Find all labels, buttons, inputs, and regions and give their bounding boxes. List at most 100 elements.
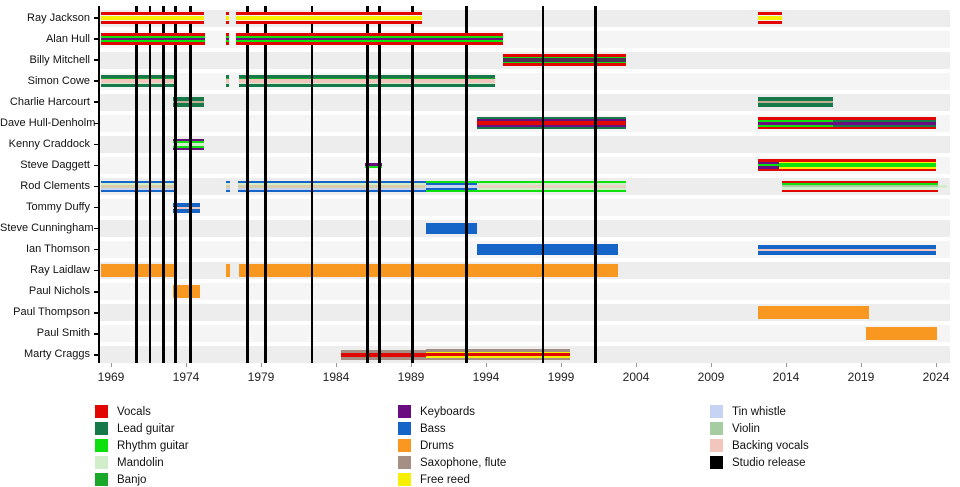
instrument-stripe-pale_line <box>225 20 229 22</box>
instrument-stripe-drums <box>757 306 869 320</box>
row-axis-tick <box>94 122 99 125</box>
x-tick-label: 1979 <box>247 370 275 384</box>
timeline-bar-segment <box>757 159 780 172</box>
legend-label: Studio release <box>732 456 806 469</box>
instrument-stripe-tin_whistle <box>426 185 477 188</box>
x-axis-tick <box>185 363 187 367</box>
instrument-stripe-rhythm_guitar <box>477 189 626 193</box>
instrument-stripe-mandolin <box>938 184 947 188</box>
legend-item-studio_release: Studio release <box>710 456 806 469</box>
legend-swatch-keyboards <box>398 405 411 418</box>
instrument-stripe-vocals <box>757 126 834 130</box>
instrument-stripe-tin_whistle <box>237 187 426 190</box>
timeline-bar-segment <box>426 180 477 193</box>
instrument-stripe-vocals <box>236 32 503 36</box>
row-band <box>99 325 950 343</box>
timeline-bar-segment <box>225 32 229 46</box>
instrument-stripe-vocals <box>781 189 939 193</box>
row-label: Alan Hull <box>45 32 90 45</box>
instrument-stripe-keyboards <box>172 147 204 151</box>
timeline-bar-segment <box>100 11 204 25</box>
instrument-stripe-rhythm_guitar <box>225 35 229 38</box>
x-axis-tick <box>785 363 787 367</box>
timeline-bar-segment <box>938 184 947 188</box>
instrument-stripe-bass <box>225 180 230 184</box>
instrument-stripe-pale_line <box>236 20 422 22</box>
instrument-stripe-rhythm_guitar <box>100 35 205 38</box>
timeline-bar-segment <box>225 264 230 278</box>
instrument-stripe-rhythm_guitar <box>757 124 834 127</box>
instrument-stripe-vocals <box>757 117 834 120</box>
instrument-stripe-bass <box>172 202 200 207</box>
legend-label: Lead guitar <box>117 422 175 435</box>
instrument-stripe-khaki <box>237 185 426 188</box>
instrument-stripe-vocals <box>757 21 783 25</box>
instrument-stripe-keyboards <box>100 37 205 41</box>
instrument-stripe-mandolin <box>477 183 626 185</box>
instrument-stripe-keyboards <box>477 125 626 128</box>
instrument-stripe-rhythm_guitar <box>172 141 204 144</box>
row-label: Rod Clements <box>20 179 90 192</box>
instrument-stripe-rhythm_guitar <box>502 56 626 59</box>
legend-label: Keyboards <box>420 405 475 418</box>
studio-release-line <box>378 6 381 363</box>
legend-swatch-tin_whistle <box>710 405 723 418</box>
instrument-stripe-drums <box>225 264 230 278</box>
instrument-stripe-vocals <box>100 11 204 15</box>
legend-label: Free reed <box>420 473 470 486</box>
instrument-stripe-pale_line <box>757 14 783 16</box>
legend-swatch-banjo <box>95 473 108 486</box>
legend-item-violin: Violin <box>710 422 760 435</box>
instrument-stripe-keyboards <box>833 121 936 125</box>
row-axis-tick <box>94 59 99 61</box>
legend-label: Saxophone, flute <box>420 456 507 469</box>
x-axis-tick <box>560 363 562 367</box>
row-label: Marty Craggs <box>23 348 90 361</box>
instrument-stripe-vocals <box>225 21 229 25</box>
row-axis-tick <box>94 101 99 103</box>
instrument-stripe-free_reed <box>779 167 936 169</box>
row-band <box>99 199 950 217</box>
instrument-stripe-vocals <box>779 159 936 162</box>
legend-item-vocals: Vocals <box>95 405 151 418</box>
legend-label: Backing vocals <box>732 439 809 452</box>
x-tick-label: 2024 <box>922 370 950 384</box>
instrument-stripe-keyboards <box>364 162 382 167</box>
timeline-bar-segment <box>779 159 936 172</box>
legend-item-drums: Drums <box>398 439 454 452</box>
instrument-stripe-drums <box>866 327 937 341</box>
instrument-stripe-rhythm_guitar <box>172 145 204 148</box>
instrument-stripe-vocals <box>100 42 205 46</box>
instrument-stripe-keyboards <box>757 121 834 125</box>
legend-label: Drums <box>420 439 454 452</box>
legend-swatch-free_reed <box>398 473 411 486</box>
row-axis-tick <box>94 80 99 82</box>
instrument-stripe-mandolin <box>477 188 626 190</box>
legend-swatch-studio_release <box>710 456 723 469</box>
instrument-stripe-rhythm_guitar <box>225 40 229 43</box>
instrument-stripe-vocals <box>236 11 422 15</box>
legend-swatch-drums <box>398 439 411 452</box>
timeline-bar-segment <box>225 75 229 87</box>
instrument-stripe-bass <box>757 250 936 255</box>
legend-swatch-lead_guitar <box>95 422 108 435</box>
row-axis-tick <box>94 164 99 167</box>
timeline-bar-segment <box>225 180 230 193</box>
row-label: Paul Smith <box>36 327 90 340</box>
instrument-stripe-bass <box>237 180 426 184</box>
instrument-stripe-vocals <box>340 352 426 357</box>
row-label: Simon Cowe <box>27 74 90 87</box>
legend-label: Violin <box>732 422 760 435</box>
timeline-bar-segment <box>172 202 200 213</box>
legend-swatch-vocals <box>95 405 108 418</box>
legend-item-saxophone_flute: Saxophone, flute <box>398 456 506 469</box>
x-axis-tick <box>410 363 412 367</box>
x-axis-tick <box>110 363 112 367</box>
x-tick-label: 2014 <box>772 370 800 384</box>
row-label: Ian Thomson <box>25 243 90 256</box>
instrument-stripe-rhythm_guitar <box>779 163 936 168</box>
instrument-stripe-rhythm_guitar <box>426 189 477 193</box>
row-band <box>99 135 950 153</box>
instrument-stripe-vocals <box>757 159 780 162</box>
instrument-stripe-vocals <box>502 53 626 57</box>
